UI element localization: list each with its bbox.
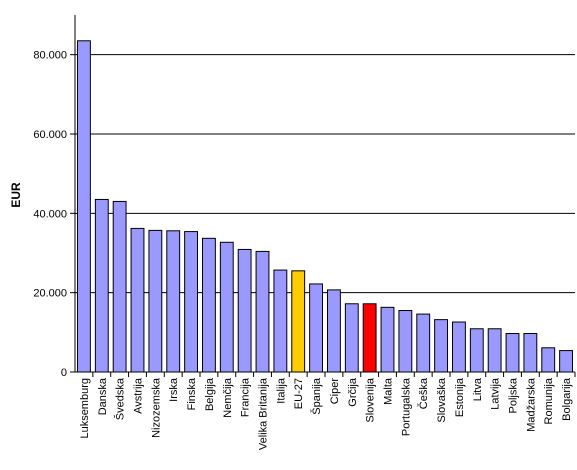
y-tick-labels: 0 20.000 40.000 60.000 80.000: [33, 50, 67, 379]
y-tick-label: 80.000: [33, 50, 67, 62]
y-tick-label: 20.000: [33, 288, 67, 300]
category-label: EU-27: [293, 378, 305, 409]
category-label: Madžarska: [525, 377, 537, 432]
y-tick-label: 40.000: [33, 208, 67, 220]
category-label: Poljska: [508, 377, 520, 413]
bar: [523, 333, 538, 373]
bar: [130, 227, 145, 373]
category-label: Danska: [97, 377, 109, 415]
y-axis-title: EUR: [9, 182, 23, 208]
bar: [380, 306, 395, 373]
category-label: Romunija: [543, 377, 555, 424]
y-tick-label: 60.000: [33, 129, 67, 141]
bar: [362, 303, 377, 373]
category-label: Italija: [275, 377, 287, 404]
bar: [166, 230, 181, 373]
bar: [505, 333, 520, 373]
category-label: Irska: [168, 377, 180, 402]
category-label: Češka: [417, 377, 430, 409]
bar: [112, 200, 127, 373]
category-label: Latvija: [490, 377, 502, 410]
category-label: Španija: [310, 377, 323, 415]
bar: [237, 248, 252, 373]
category-label: Nemčija: [222, 377, 234, 418]
bar: [309, 283, 324, 373]
category-labels: Luksemburg Danska Švedska Avstrija Nizozemsk…: [79, 377, 573, 450]
bar: [327, 289, 341, 373]
bar: [541, 347, 556, 373]
category-label: Švedska: [114, 377, 127, 420]
category-label: Belgija: [204, 377, 216, 411]
category-label: Avstrija: [133, 377, 145, 414]
bar: [398, 310, 413, 373]
bar: [184, 231, 198, 373]
bar: [77, 40, 91, 373]
category-label: Slovaška: [436, 377, 448, 423]
bar: [219, 241, 234, 373]
category-label: Portugalska: [400, 377, 412, 436]
bar: [416, 313, 431, 373]
category-label: Litva: [472, 377, 484, 401]
category-label: Nizozemska: [150, 377, 162, 438]
bar: [344, 303, 359, 373]
bar: [94, 198, 109, 373]
bar: [434, 319, 449, 373]
bar: [487, 328, 502, 373]
bar: [291, 270, 306, 373]
category-label: Finska: [186, 377, 198, 410]
bar: [255, 250, 270, 373]
y-tick-label: 0: [61, 367, 67, 379]
axes: [74, 15, 576, 377]
category-label: Francija: [240, 377, 252, 417]
category-label: Estonija: [454, 377, 466, 417]
bar: [469, 328, 484, 373]
bar: [202, 237, 216, 373]
bars: [77, 40, 574, 373]
category-label: Velika Britanija: [258, 377, 270, 450]
bar: [148, 229, 163, 373]
category-label: Malta: [383, 377, 395, 405]
bar: [273, 269, 288, 373]
category-label: Ciper: [329, 378, 341, 405]
category-label: Bolgarija: [561, 377, 573, 421]
category-label: Grčija: [347, 377, 359, 407]
category-label: Slovenija: [365, 377, 377, 423]
bar: [559, 350, 574, 373]
bar: [452, 321, 466, 373]
category-label: Luksemburg: [79, 378, 91, 439]
